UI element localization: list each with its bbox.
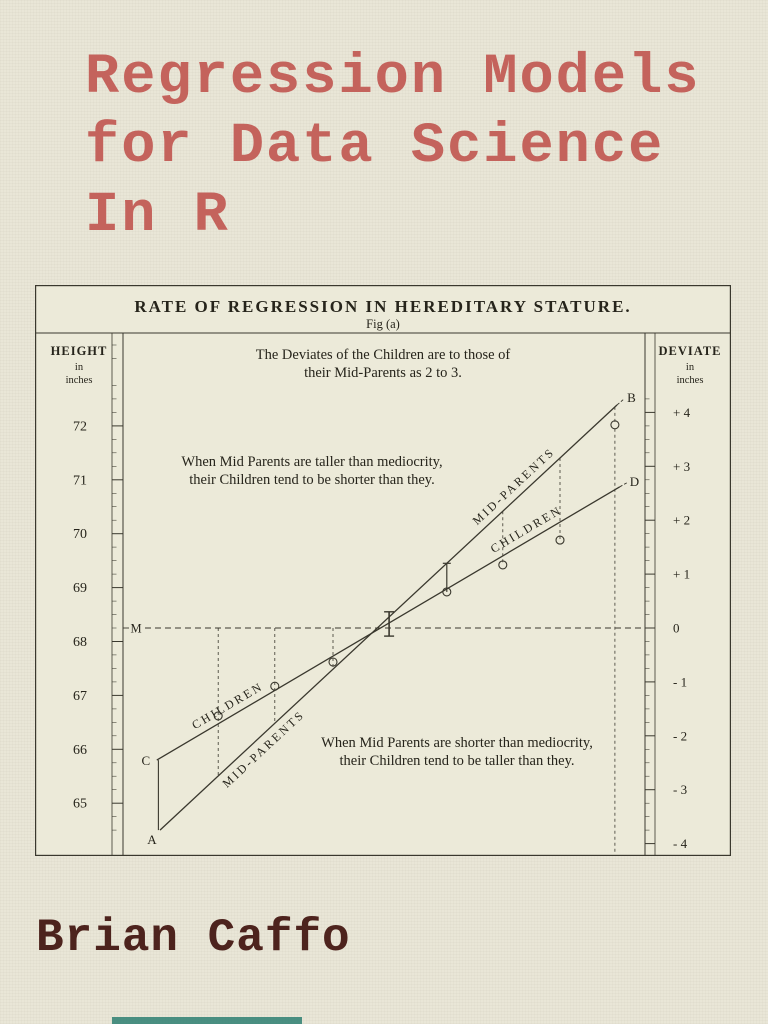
svg-text:71: 71 (73, 473, 87, 488)
author-name: Brian Caffo (36, 912, 351, 964)
series-line-children (156, 486, 621, 761)
galton-regression-figure: RATE OF REGRESSION IN HEREDITARY STATURE… (35, 285, 731, 856)
svg-text:+ 4: + 4 (673, 405, 691, 420)
data-point-circle (270, 681, 280, 691)
svg-text:72: 72 (73, 419, 87, 434)
svg-text:in: in (686, 362, 695, 373)
svg-text:RATE OF REGRESSION IN HEREDITA: RATE OF REGRESSION IN HEREDITARY STATURE… (134, 297, 631, 316)
svg-text:their Children tend to be tall: their Children tend to be taller than th… (339, 753, 574, 769)
title-line-2: for Data Science (85, 115, 665, 179)
svg-text:- 1: - 1 (673, 674, 687, 689)
svg-text:When Mid Parents are taller th: When Mid Parents are taller than mediocr… (181, 454, 442, 470)
svg-text:CHILDREN: CHILDREN (189, 679, 266, 732)
svg-text:+ 1: + 1 (673, 567, 690, 582)
svg-text:inches: inches (677, 375, 704, 386)
series-label-children-upper: CHILDREN (488, 503, 565, 556)
figure-annotations: The Deviates of the Children are to thos… (181, 347, 592, 769)
series-label-mid-parents-lower: MID-PARENTS (220, 707, 308, 790)
book-title: Regression Models for Data Science In R (85, 44, 701, 251)
galton-chart-svg: RATE OF REGRESSION IN HEREDITARY STATURE… (35, 285, 731, 856)
figure-frame: RATE OF REGRESSION IN HEREDITARY STATURE… (35, 285, 731, 856)
data-point-circle (328, 657, 338, 667)
title-line-3: In R (85, 184, 230, 248)
svg-text:When Mid Parents are shorter t: When Mid Parents are shorter than medioc… (321, 735, 593, 751)
left-axis-height: HEIGHT in inches 72 71 70 69 68 67 66 65 (51, 344, 123, 831)
svg-text:DEVIATE: DEVIATE (658, 344, 721, 358)
svg-text:+ 3: + 3 (673, 459, 690, 474)
svg-text:- 2: - 2 (673, 728, 687, 743)
svg-text:The Deviates of the Children a: The Deviates of the Children are to thos… (256, 347, 511, 363)
svg-text:inches: inches (66, 375, 93, 386)
data-point-circle (498, 560, 508, 570)
svg-text:66: 66 (73, 743, 87, 758)
svg-text:their Mid-Parents as 2 to 3.: their Mid-Parents as 2 to 3. (304, 365, 462, 381)
data-point-circle (442, 587, 452, 597)
svg-text:65: 65 (73, 797, 87, 812)
data-point-circle (213, 711, 223, 721)
svg-text:- 4: - 4 (673, 836, 688, 851)
svg-text:their Children tend to be shor: their Children tend to be shorter than t… (189, 472, 435, 488)
svg-text:68: 68 (73, 635, 87, 650)
svg-text:0: 0 (673, 621, 680, 636)
svg-text:M: M (130, 622, 141, 636)
svg-text:69: 69 (73, 581, 87, 596)
crossing-mark (384, 611, 395, 637)
data-point-circle (610, 420, 620, 430)
svg-text:in: in (75, 362, 84, 373)
svg-text:CHILDREN: CHILDREN (488, 503, 565, 556)
title-line-1: Regression Models (85, 46, 701, 110)
series-label-children-lower: CHILDREN (189, 679, 266, 732)
label-A: A (147, 832, 157, 847)
data-point-circle (555, 535, 565, 545)
svg-text:67: 67 (73, 689, 87, 704)
mediocrity-zero-line: M (123, 622, 645, 636)
label-C: C (141, 753, 150, 768)
svg-text:HEIGHT: HEIGHT (51, 344, 108, 358)
svg-text:+ 2: + 2 (673, 513, 690, 528)
svg-text:- 3: - 3 (673, 782, 687, 797)
svg-text:Fig (a): Fig (a) (366, 317, 400, 331)
label-B: B (627, 390, 636, 405)
right-axis-deviate: DEVIATE in inches + 4 + 3 + 2 + 1 0 - 1 - 2 - 3 - 4 (645, 344, 721, 851)
svg-text:70: 70 (73, 527, 87, 542)
label-D: D (630, 474, 639, 489)
bottom-edge-artifact (112, 1017, 302, 1024)
svg-text:MID-PARENTS: MID-PARENTS (220, 707, 308, 790)
data-points (213, 406, 620, 854)
